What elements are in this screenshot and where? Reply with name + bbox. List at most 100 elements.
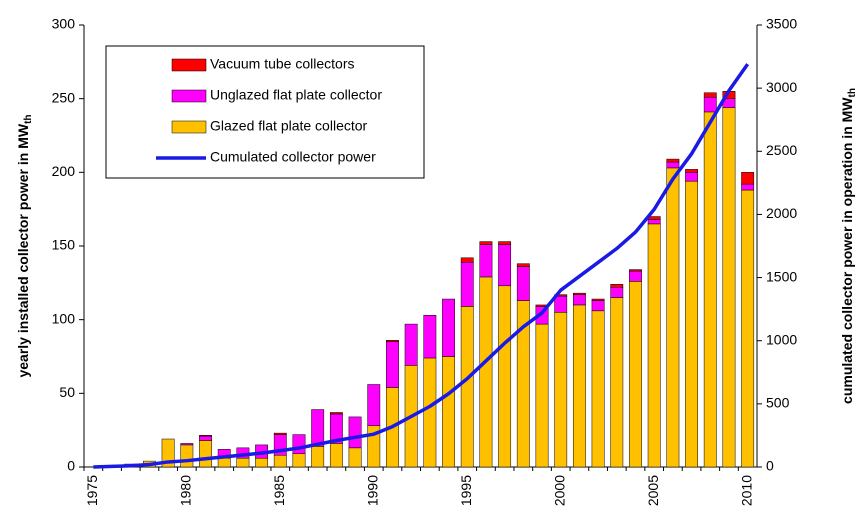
bar-segment — [535, 323, 549, 468]
x-tick-label: 1980 — [178, 475, 194, 506]
bar-segment — [629, 281, 642, 468]
x-tick-label: 1995 — [458, 475, 474, 506]
y2-tick-label: 3500 — [766, 16, 797, 32]
legend-box — [105, 45, 425, 179]
bar-segment — [629, 269, 642, 272]
bar-segment — [516, 266, 530, 301]
legend-label: Vacuum tube collectors — [210, 56, 354, 72]
bar-segment — [591, 298, 605, 301]
x-tick-label: 1985 — [271, 475, 287, 506]
y-axis-label-sub: th — [23, 114, 34, 123]
bar-segment — [610, 297, 624, 468]
y2-axis-label: cumulated collector power in operation i… — [839, 88, 858, 404]
y2-tick-label: 0 — [766, 458, 774, 474]
y-tick-label: 50 — [59, 384, 75, 400]
bar-segment — [647, 219, 661, 225]
y-tick-label: 200 — [52, 163, 76, 179]
legend-label: Cumulated collector power — [210, 149, 376, 165]
bar-segment — [442, 298, 455, 357]
bar-segment — [722, 107, 736, 468]
bar-segment — [367, 384, 381, 426]
bar-segment — [404, 323, 418, 366]
bar-segment — [591, 310, 605, 468]
y-tick-label: 300 — [52, 16, 76, 32]
bar-segment — [516, 263, 530, 267]
bar-segment — [610, 287, 624, 298]
bar-segment — [666, 161, 680, 169]
bar-segment — [180, 443, 194, 446]
bar-segment — [572, 294, 586, 306]
bar-segment — [703, 111, 717, 468]
y2-tick-label: 1000 — [766, 331, 797, 347]
bar-segment — [629, 270, 642, 282]
x-tick-label: 2010 — [738, 475, 754, 506]
bar-segment — [348, 447, 362, 468]
bar-segment — [554, 312, 568, 468]
y2-tick-label: 2500 — [766, 142, 797, 158]
bar-segment — [199, 435, 212, 437]
bar-segment — [498, 244, 512, 287]
bar-segment — [199, 440, 212, 468]
y-tick-label: 0 — [67, 458, 75, 474]
bar-segment — [423, 314, 437, 359]
bar-segment — [311, 446, 325, 468]
bar-segment — [498, 241, 512, 245]
bar-segment — [685, 169, 698, 173]
bar-segment — [311, 409, 325, 447]
bar-segment — [329, 443, 343, 468]
bar-segment — [329, 412, 343, 415]
bar-segment — [386, 341, 399, 388]
x-tick-label: 2000 — [551, 475, 567, 506]
y-axis-label: yearly installed collector power in MWth — [15, 114, 34, 377]
bar-segment — [180, 444, 194, 468]
bar-segment — [647, 223, 661, 468]
x-tick-label: 1990 — [364, 475, 380, 506]
bar-segment — [572, 304, 586, 468]
bar-segment — [292, 434, 306, 454]
bar-segment — [610, 284, 624, 288]
bar-segment — [479, 241, 493, 245]
bar-segment — [236, 457, 250, 468]
x-tick-label: 2005 — [645, 475, 661, 506]
bar-segment — [685, 180, 698, 468]
bar-segment — [423, 357, 437, 468]
bar-segment — [460, 261, 474, 307]
bar-segment — [666, 158, 680, 163]
y2-tick-label: 2000 — [766, 205, 797, 221]
legend-swatch — [171, 120, 207, 134]
bar-segment — [703, 96, 717, 113]
bar-segment — [442, 356, 455, 468]
bar-segment — [460, 257, 474, 263]
bar-segment — [685, 172, 698, 182]
bar-segment — [217, 457, 231, 468]
y2-tick-label: 3000 — [766, 79, 797, 95]
y2-tick-label: 500 — [766, 395, 790, 411]
legend-swatch — [171, 58, 207, 72]
y-tick-label: 150 — [52, 237, 76, 253]
x-tick-label: 1975 — [84, 475, 100, 506]
bar-segment — [273, 432, 287, 435]
y2-axis-label-sub: th — [847, 88, 858, 97]
bar-segment — [741, 183, 755, 191]
legend-label: Unglazed flat plate collector — [210, 87, 382, 103]
bar-segment — [255, 457, 269, 468]
bar-segment — [199, 435, 212, 441]
y-axis-label-text: yearly installed collector power in MW — [15, 123, 31, 377]
bar-segment — [703, 92, 717, 98]
bar-segment — [554, 295, 568, 313]
y2-tick-label: 1500 — [766, 268, 797, 284]
bar-segment — [591, 300, 605, 312]
y-tick-label: 250 — [52, 89, 76, 105]
legend-swatch — [171, 89, 207, 103]
bar-segment — [386, 340, 399, 343]
bar-segment — [460, 306, 474, 468]
bar-segment — [292, 453, 306, 468]
y2-axis-label-text: cumulated collector power in operation i… — [839, 97, 855, 404]
y-tick-label: 100 — [52, 310, 76, 326]
bar-segment — [572, 292, 586, 295]
bar-segment — [741, 189, 755, 468]
bar-segment — [741, 172, 755, 185]
legend-label: Glazed flat plate collector — [210, 118, 368, 134]
bar-segment — [273, 454, 287, 468]
